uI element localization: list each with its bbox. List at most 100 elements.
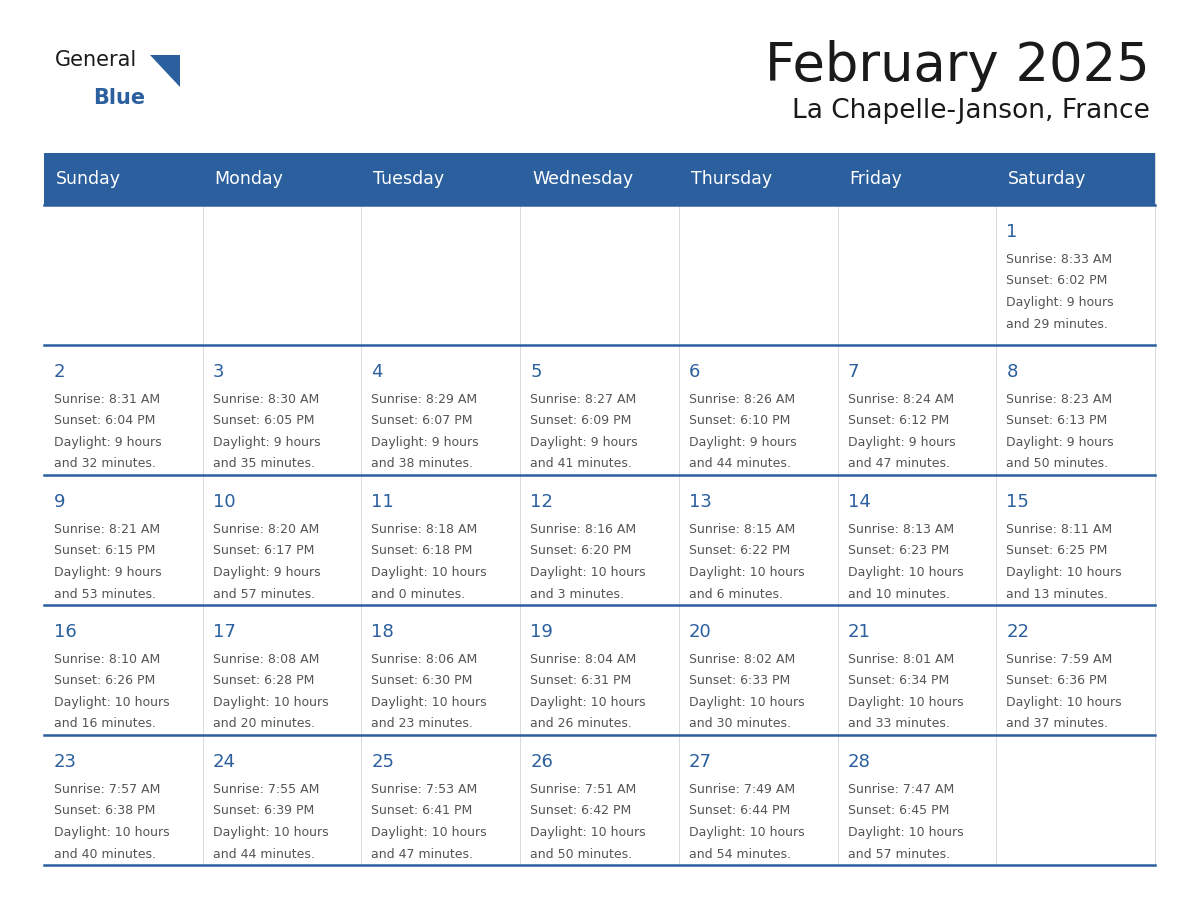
Bar (520, 475, 678, 605)
Text: Sunset: 6:10 PM: Sunset: 6:10 PM (689, 415, 790, 428)
Bar (838, 605, 997, 735)
Text: General: General (55, 50, 138, 70)
Text: Daylight: 9 hours: Daylight: 9 hours (53, 566, 162, 579)
Text: Sunrise: 7:59 AM: Sunrise: 7:59 AM (1006, 653, 1112, 666)
Text: Sunrise: 8:18 AM: Sunrise: 8:18 AM (372, 523, 478, 536)
Text: 25: 25 (372, 753, 394, 771)
Bar (44, 205, 203, 345)
Text: and 47 minutes.: and 47 minutes. (372, 847, 474, 860)
Text: 17: 17 (213, 623, 235, 641)
Text: Daylight: 10 hours: Daylight: 10 hours (689, 826, 804, 839)
Bar (838, 735, 997, 865)
Text: Sunrise: 7:51 AM: Sunrise: 7:51 AM (530, 783, 637, 796)
Text: and 23 minutes.: and 23 minutes. (372, 718, 473, 731)
Bar (838, 205, 997, 345)
Text: Sunset: 6:30 PM: Sunset: 6:30 PM (372, 675, 473, 688)
Text: Daylight: 10 hours: Daylight: 10 hours (372, 566, 487, 579)
Text: 14: 14 (847, 493, 871, 511)
Text: Sunset: 6:18 PM: Sunset: 6:18 PM (372, 544, 473, 557)
Text: February 2025: February 2025 (765, 40, 1150, 92)
Text: Daylight: 10 hours: Daylight: 10 hours (213, 826, 328, 839)
Text: 1: 1 (1006, 223, 1018, 241)
Text: Daylight: 9 hours: Daylight: 9 hours (213, 436, 321, 449)
Bar (678, 605, 838, 735)
Text: Sunrise: 7:57 AM: Sunrise: 7:57 AM (53, 783, 160, 796)
Text: 13: 13 (689, 493, 712, 511)
Text: Sunrise: 8:24 AM: Sunrise: 8:24 AM (847, 393, 954, 406)
Text: Sunset: 6:12 PM: Sunset: 6:12 PM (847, 415, 949, 428)
Text: 20: 20 (689, 623, 712, 641)
Text: Daylight: 10 hours: Daylight: 10 hours (689, 696, 804, 709)
Text: Sunday: Sunday (56, 170, 121, 188)
Text: Sunrise: 8:15 AM: Sunrise: 8:15 AM (689, 523, 795, 536)
Text: 26: 26 (530, 753, 554, 771)
Bar (44, 475, 203, 605)
Text: Sunrise: 8:29 AM: Sunrise: 8:29 AM (372, 393, 478, 406)
Text: Sunset: 6:42 PM: Sunset: 6:42 PM (530, 804, 631, 818)
Text: Sunrise: 8:11 AM: Sunrise: 8:11 AM (1006, 523, 1112, 536)
Bar (997, 205, 1155, 345)
Bar (203, 205, 361, 345)
Text: and 16 minutes.: and 16 minutes. (53, 718, 156, 731)
Text: Sunset: 6:02 PM: Sunset: 6:02 PM (1006, 274, 1107, 287)
Text: 11: 11 (372, 493, 394, 511)
Text: 2: 2 (53, 363, 65, 381)
Text: Daylight: 10 hours: Daylight: 10 hours (1006, 696, 1121, 709)
Text: 28: 28 (847, 753, 871, 771)
Text: Sunrise: 8:10 AM: Sunrise: 8:10 AM (53, 653, 160, 666)
Text: Sunset: 6:23 PM: Sunset: 6:23 PM (847, 544, 949, 557)
Text: Sunrise: 7:49 AM: Sunrise: 7:49 AM (689, 783, 795, 796)
Text: Daylight: 9 hours: Daylight: 9 hours (372, 436, 479, 449)
Text: and 32 minutes.: and 32 minutes. (53, 457, 156, 471)
Bar (838, 475, 997, 605)
Text: Sunrise: 8:08 AM: Sunrise: 8:08 AM (213, 653, 320, 666)
Text: Daylight: 10 hours: Daylight: 10 hours (689, 566, 804, 579)
Text: Sunset: 6:45 PM: Sunset: 6:45 PM (847, 804, 949, 818)
Bar (678, 735, 838, 865)
Text: 18: 18 (372, 623, 394, 641)
Text: Daylight: 9 hours: Daylight: 9 hours (689, 436, 796, 449)
Text: Sunset: 6:09 PM: Sunset: 6:09 PM (530, 415, 632, 428)
Text: Sunset: 6:39 PM: Sunset: 6:39 PM (213, 804, 314, 818)
Text: 8: 8 (1006, 363, 1018, 381)
Text: Sunrise: 8:20 AM: Sunrise: 8:20 AM (213, 523, 318, 536)
Text: Monday: Monday (215, 170, 284, 188)
Text: Daylight: 9 hours: Daylight: 9 hours (1006, 296, 1114, 309)
Text: 23: 23 (53, 753, 77, 771)
Bar (44, 735, 203, 865)
Text: and 57 minutes.: and 57 minutes. (213, 588, 315, 600)
Text: Sunset: 6:26 PM: Sunset: 6:26 PM (53, 675, 156, 688)
Text: Sunrise: 8:06 AM: Sunrise: 8:06 AM (372, 653, 478, 666)
Text: Sunset: 6:36 PM: Sunset: 6:36 PM (1006, 675, 1107, 688)
Bar (997, 345, 1155, 475)
Text: Daylight: 9 hours: Daylight: 9 hours (53, 436, 162, 449)
Text: Sunrise: 8:04 AM: Sunrise: 8:04 AM (530, 653, 637, 666)
Text: Daylight: 10 hours: Daylight: 10 hours (53, 696, 170, 709)
Bar (361, 345, 520, 475)
Text: Sunrise: 8:30 AM: Sunrise: 8:30 AM (213, 393, 318, 406)
Text: 22: 22 (1006, 623, 1029, 641)
Text: Sunrise: 8:16 AM: Sunrise: 8:16 AM (530, 523, 637, 536)
Bar (678, 345, 838, 475)
Bar (203, 605, 361, 735)
Text: Sunset: 6:41 PM: Sunset: 6:41 PM (372, 804, 473, 818)
Text: 21: 21 (847, 623, 871, 641)
Text: Sunset: 6:33 PM: Sunset: 6:33 PM (689, 675, 790, 688)
Text: 6: 6 (689, 363, 700, 381)
Text: La Chapelle-Janson, France: La Chapelle-Janson, France (792, 98, 1150, 124)
Text: Thursday: Thursday (691, 170, 772, 188)
Text: Daylight: 10 hours: Daylight: 10 hours (847, 696, 963, 709)
Text: Sunset: 6:17 PM: Sunset: 6:17 PM (213, 544, 314, 557)
Text: and 57 minutes.: and 57 minutes. (847, 847, 949, 860)
Text: Sunrise: 8:31 AM: Sunrise: 8:31 AM (53, 393, 160, 406)
Text: and 50 minutes.: and 50 minutes. (530, 847, 632, 860)
Bar (520, 735, 678, 865)
Text: Daylight: 9 hours: Daylight: 9 hours (847, 436, 955, 449)
Text: Sunset: 6:04 PM: Sunset: 6:04 PM (53, 415, 156, 428)
Text: Sunrise: 8:21 AM: Sunrise: 8:21 AM (53, 523, 160, 536)
Text: Sunset: 6:15 PM: Sunset: 6:15 PM (53, 544, 156, 557)
Text: Sunrise: 8:23 AM: Sunrise: 8:23 AM (1006, 393, 1112, 406)
Text: 12: 12 (530, 493, 554, 511)
Bar (203, 345, 361, 475)
Text: 10: 10 (213, 493, 235, 511)
